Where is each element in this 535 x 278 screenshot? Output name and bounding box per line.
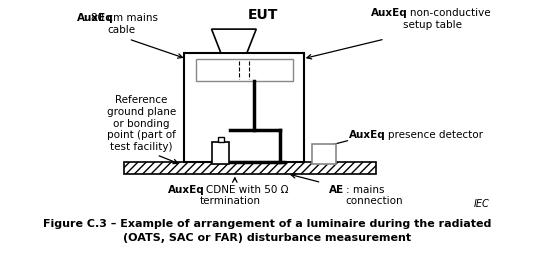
Text: : presence detector: : presence detector bbox=[381, 130, 483, 140]
Text: (OATS, SAC or FAR) disturbance measurement: (OATS, SAC or FAR) disturbance measureme… bbox=[124, 233, 411, 243]
Text: Reference
ground plane
or bonding
point (part of
test facility): Reference ground plane or bonding point … bbox=[107, 95, 176, 152]
Text: AuxEq: AuxEq bbox=[349, 130, 386, 140]
Text: IEC: IEC bbox=[473, 199, 489, 209]
Bar bbox=[196, 59, 293, 81]
Text: : 80 cm mains
cable: : 80 cm mains cable bbox=[84, 13, 158, 35]
Bar bbox=[218, 137, 224, 142]
Text: Figure C.3 – Example of arrangement of a luminaire during the radiated: Figure C.3 – Example of arrangement of a… bbox=[43, 219, 492, 229]
Text: : non-conductive
setup table: : non-conductive setup table bbox=[402, 8, 490, 30]
Bar bbox=[212, 142, 229, 164]
Text: AuxEq: AuxEq bbox=[168, 185, 204, 195]
Bar bbox=[185, 53, 304, 162]
Text: : mains
connection: : mains connection bbox=[346, 185, 403, 206]
Text: AE: AE bbox=[329, 185, 344, 195]
Bar bbox=[124, 162, 376, 174]
Text: : CDNE with 50 Ω
termination: : CDNE with 50 Ω termination bbox=[200, 185, 289, 206]
Text: AuxEq: AuxEq bbox=[77, 13, 113, 23]
Bar bbox=[312, 144, 337, 164]
Text: EUT: EUT bbox=[248, 8, 278, 22]
Text: AuxEq: AuxEq bbox=[371, 8, 408, 18]
Polygon shape bbox=[211, 29, 256, 53]
